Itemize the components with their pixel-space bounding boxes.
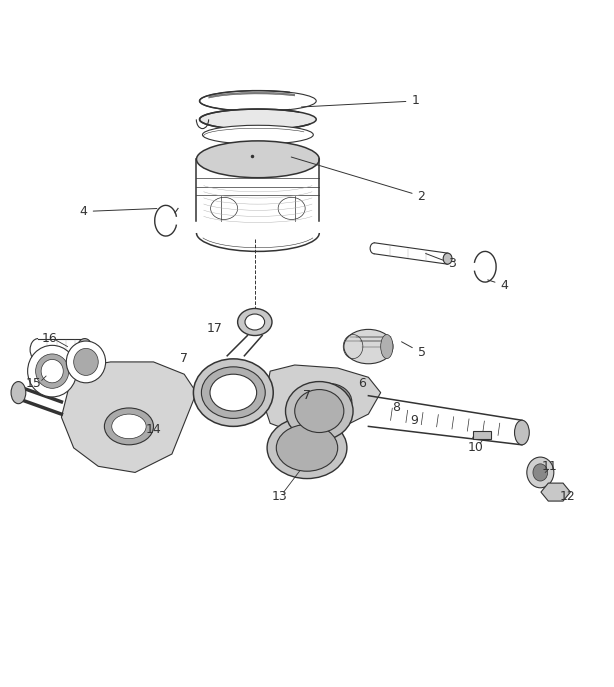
Ellipse shape bbox=[267, 417, 347, 479]
Ellipse shape bbox=[210, 374, 257, 411]
Ellipse shape bbox=[305, 383, 352, 420]
Ellipse shape bbox=[66, 341, 106, 383]
Text: 11: 11 bbox=[542, 460, 558, 473]
Ellipse shape bbox=[112, 414, 146, 439]
Ellipse shape bbox=[313, 390, 344, 414]
Text: 6: 6 bbox=[359, 377, 366, 390]
Text: 8: 8 bbox=[392, 401, 400, 414]
Text: 7: 7 bbox=[303, 390, 311, 402]
Polygon shape bbox=[61, 362, 196, 473]
Text: 7: 7 bbox=[180, 352, 188, 365]
Ellipse shape bbox=[515, 420, 529, 444]
Ellipse shape bbox=[196, 141, 319, 178]
Ellipse shape bbox=[548, 486, 563, 498]
Ellipse shape bbox=[41, 359, 63, 383]
Ellipse shape bbox=[74, 348, 98, 375]
Ellipse shape bbox=[104, 408, 154, 444]
Text: 3: 3 bbox=[426, 254, 456, 270]
Text: 5: 5 bbox=[402, 341, 426, 359]
Text: 9: 9 bbox=[411, 414, 418, 427]
Text: 2: 2 bbox=[291, 157, 426, 203]
Ellipse shape bbox=[245, 314, 265, 330]
Text: 16: 16 bbox=[41, 332, 57, 345]
Ellipse shape bbox=[11, 381, 26, 404]
Ellipse shape bbox=[201, 367, 265, 418]
Ellipse shape bbox=[527, 457, 554, 488]
Text: 1: 1 bbox=[301, 95, 419, 107]
Text: 15: 15 bbox=[26, 377, 42, 390]
Polygon shape bbox=[264, 365, 381, 433]
Ellipse shape bbox=[238, 308, 272, 335]
Ellipse shape bbox=[276, 425, 338, 471]
Ellipse shape bbox=[77, 339, 93, 361]
Ellipse shape bbox=[200, 91, 316, 111]
Ellipse shape bbox=[203, 125, 313, 144]
Ellipse shape bbox=[533, 464, 548, 481]
Ellipse shape bbox=[286, 381, 353, 440]
Ellipse shape bbox=[28, 346, 77, 397]
Text: 4: 4 bbox=[80, 205, 157, 218]
Ellipse shape bbox=[193, 359, 273, 427]
Ellipse shape bbox=[295, 390, 344, 433]
Text: 4: 4 bbox=[488, 279, 508, 292]
Ellipse shape bbox=[381, 335, 393, 359]
Text: 12: 12 bbox=[560, 491, 576, 504]
Ellipse shape bbox=[443, 253, 452, 264]
Text: 17: 17 bbox=[207, 322, 223, 335]
Text: 13: 13 bbox=[271, 491, 287, 504]
Text: 14: 14 bbox=[146, 423, 161, 436]
Ellipse shape bbox=[344, 329, 393, 363]
Ellipse shape bbox=[200, 109, 316, 130]
Polygon shape bbox=[541, 483, 570, 501]
Polygon shape bbox=[473, 431, 491, 439]
Ellipse shape bbox=[36, 354, 69, 388]
Text: 10: 10 bbox=[468, 441, 484, 454]
